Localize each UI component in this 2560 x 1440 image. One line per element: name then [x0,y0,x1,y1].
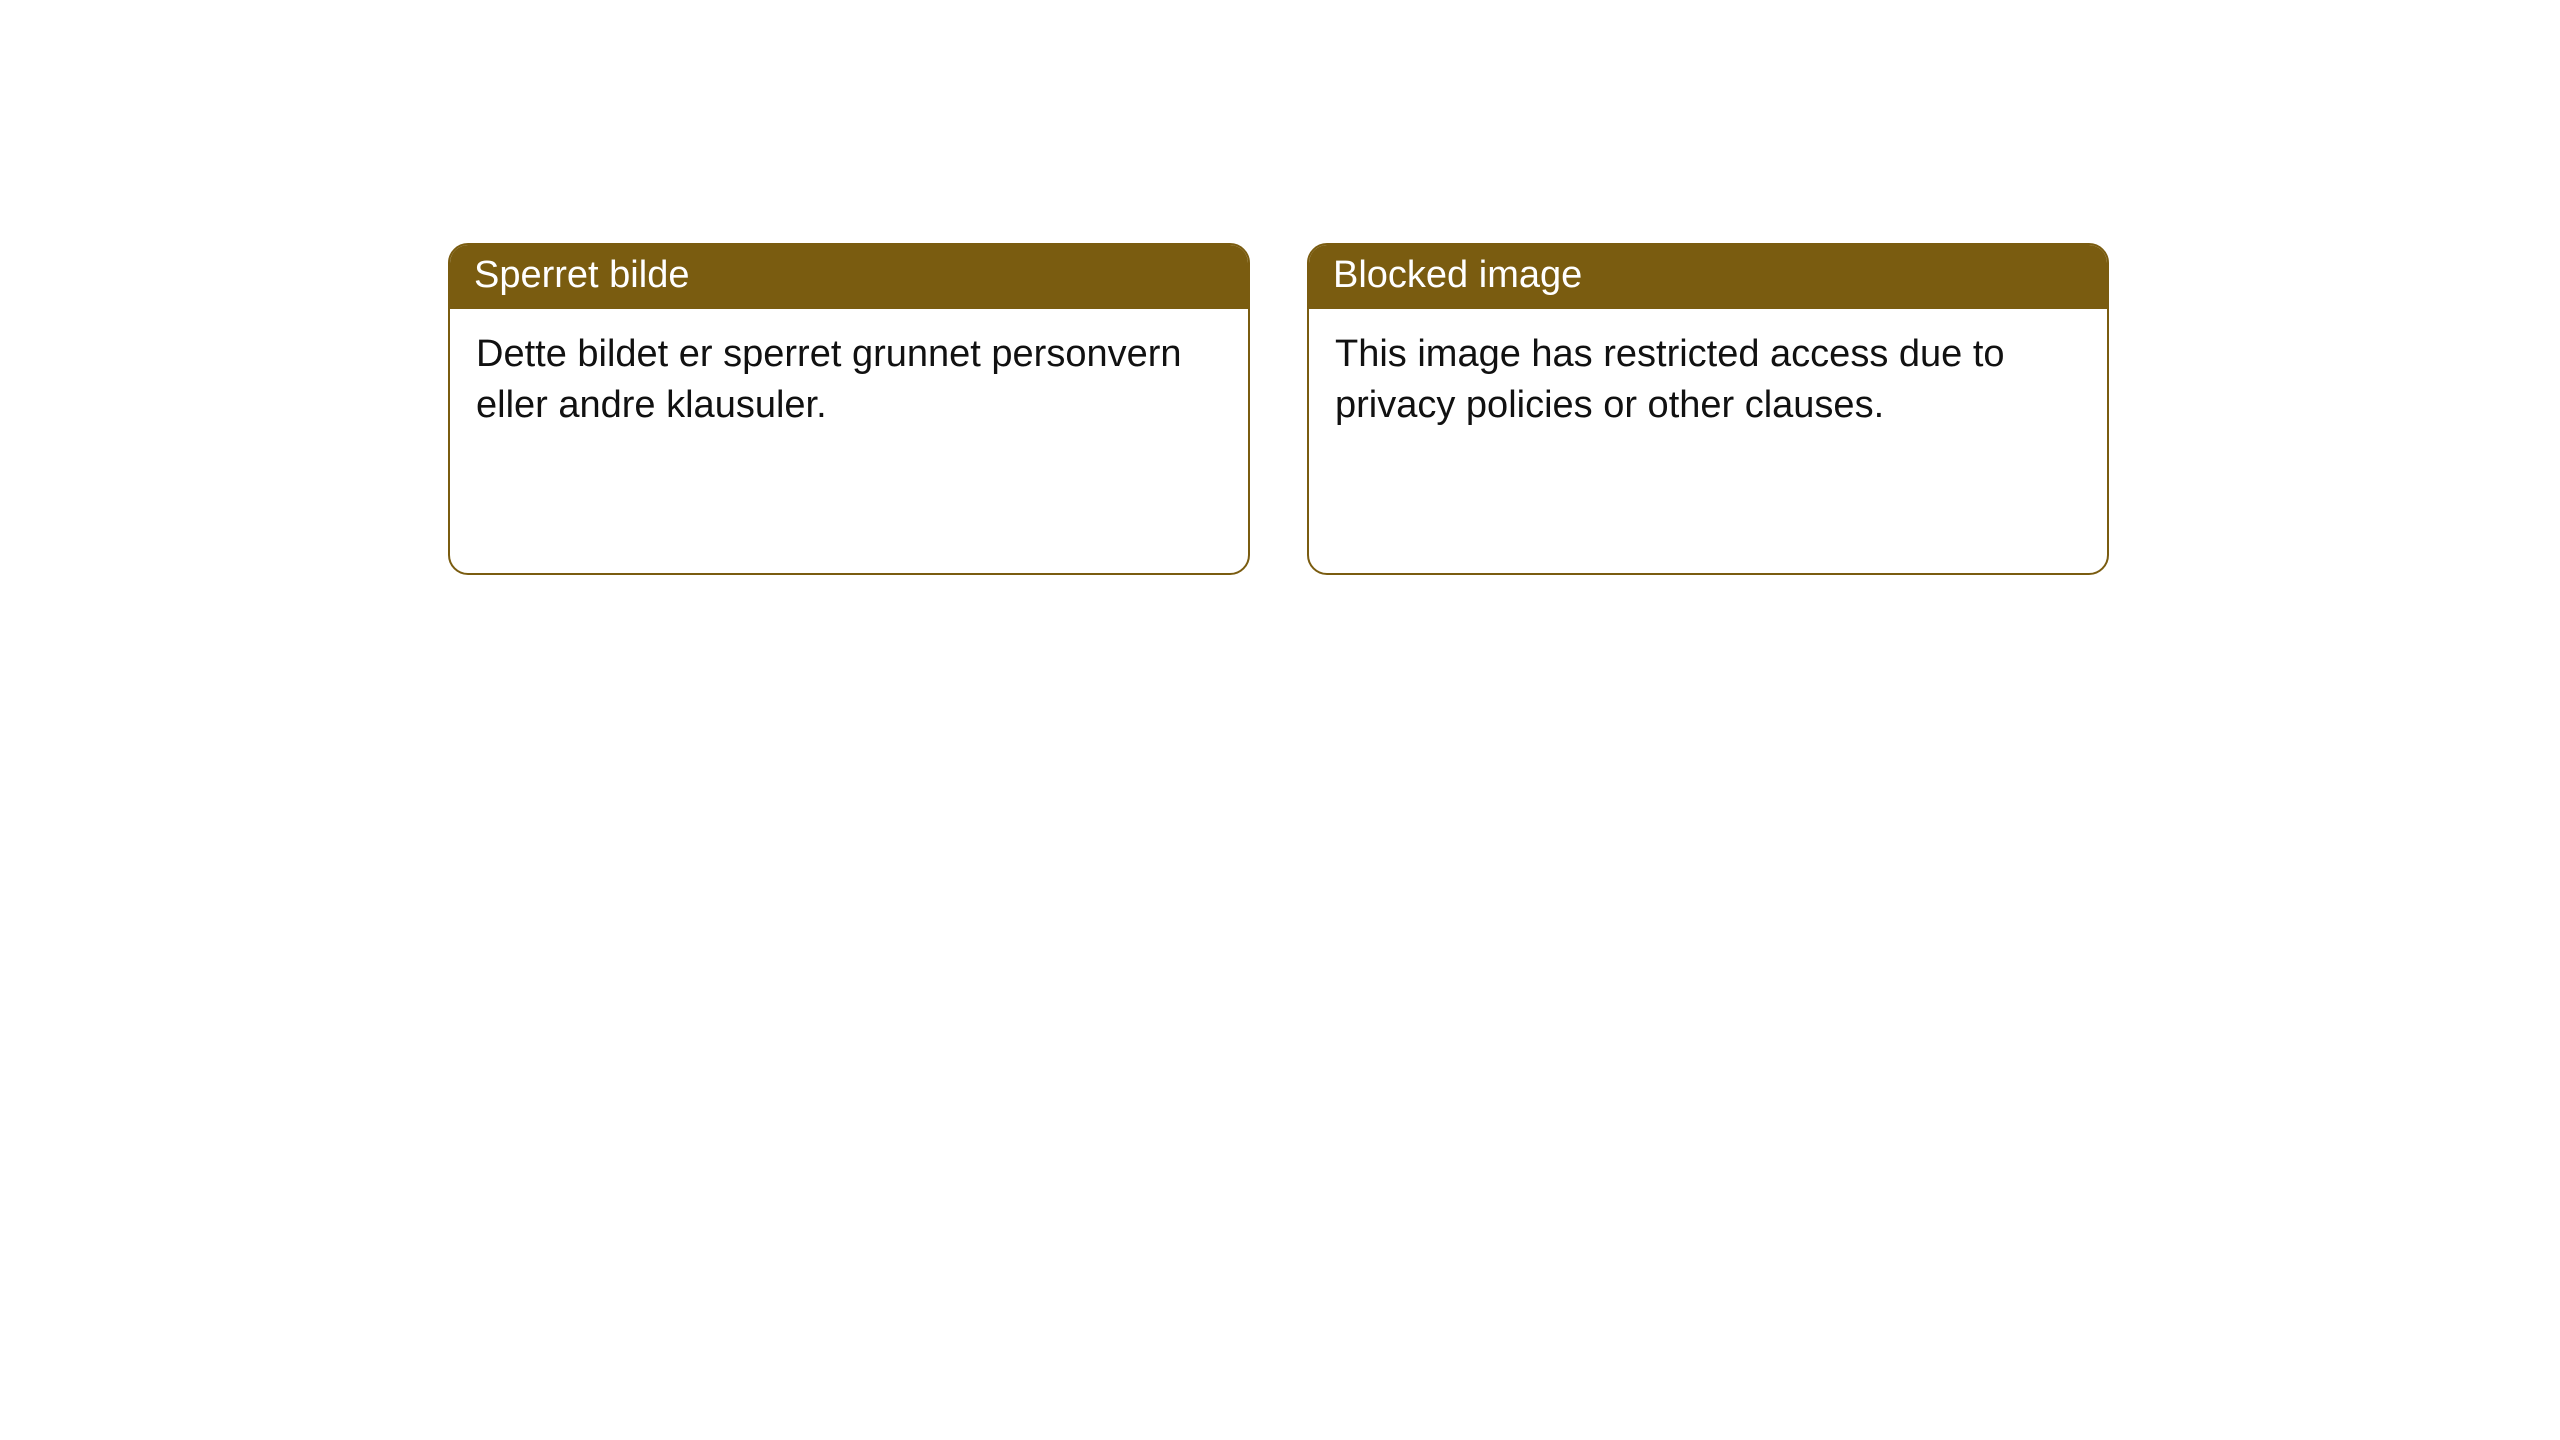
notice-card-body: Dette bildet er sperret grunnet personve… [450,309,1248,458]
notice-card-body: This image has restricted access due to … [1309,309,2107,458]
notice-card-norwegian: Sperret bilde Dette bildet er sperret gr… [448,243,1250,575]
notice-canvas: Sperret bilde Dette bildet er sperret gr… [0,0,2560,1440]
notice-card-title: Sperret bilde [450,245,1248,309]
notice-card-english: Blocked image This image has restricted … [1307,243,2109,575]
notice-card-title: Blocked image [1309,245,2107,309]
